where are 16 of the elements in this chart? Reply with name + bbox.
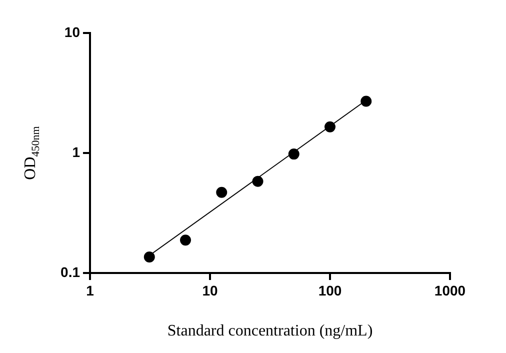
x-axis-title: Standard concentration (ng/mL) bbox=[167, 322, 373, 340]
point bbox=[144, 251, 155, 262]
x-tick-label: 10 bbox=[202, 282, 218, 298]
y-axis-title: OD450nm bbox=[22, 126, 42, 180]
point bbox=[180, 234, 192, 246]
point bbox=[324, 121, 336, 132]
y-tick-label: 0.1 bbox=[60, 264, 80, 280]
y-tick-label: 10 bbox=[64, 24, 80, 40]
point bbox=[288, 148, 300, 160]
x-tick-label: 1 bbox=[86, 282, 94, 298]
point bbox=[360, 96, 372, 107]
x-tick-label: 1000 bbox=[434, 282, 466, 298]
y-tick-label: 1 bbox=[72, 144, 80, 160]
x-tick-label: 100 bbox=[318, 282, 342, 298]
point bbox=[216, 186, 228, 198]
point bbox=[252, 176, 264, 187]
